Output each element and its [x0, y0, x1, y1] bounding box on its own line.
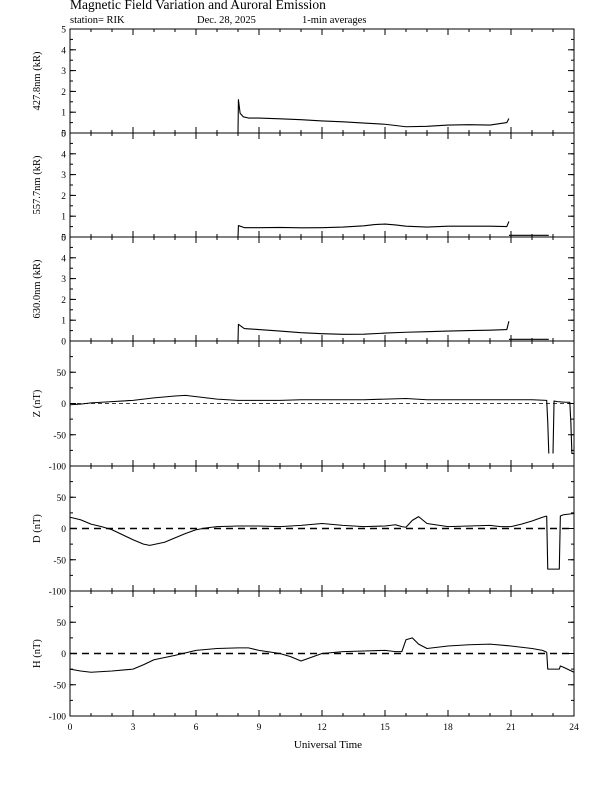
x-axis-label: Universal Time	[294, 739, 362, 751]
panel-557nm: 0 1 2 3 4 5 557.7nm (kR)	[32, 130, 575, 244]
station-label: station= RIK	[70, 15, 125, 26]
x-tick-label: 9	[257, 723, 262, 733]
panel-h: -100 -50 0 50 H (nT)	[32, 590, 575, 723]
y-tick-label: -50	[53, 556, 66, 566]
x-tick-label: 15	[380, 723, 390, 733]
y-tick-label: -100	[49, 463, 67, 473]
y-tick-label: 5	[61, 234, 66, 244]
y-tick-label: -100	[49, 588, 67, 598]
averaging-label: 1-min averages	[302, 15, 366, 26]
series-trace-1	[237, 321, 510, 342]
y-tick-label: 50	[57, 619, 67, 629]
y-axis-label: D (nT)	[32, 514, 43, 543]
x-tick-label: 18	[443, 723, 453, 733]
x-tick-label: 0	[68, 723, 73, 733]
date-label: Dec. 28, 2025	[197, 15, 256, 26]
y-tick-label: -100	[49, 713, 67, 723]
y-axis-label: Z (nT)	[32, 389, 43, 417]
y-tick-label: 2	[61, 88, 66, 98]
y-tick-label: 5	[61, 26, 66, 36]
series-trace-2	[552, 400, 574, 455]
y-tick-label: 3	[61, 171, 66, 181]
y-tick-label: -50	[53, 681, 66, 691]
panel-frame	[69, 236, 575, 342]
y-tick-label: 1	[61, 317, 66, 327]
panel-frame	[69, 28, 575, 134]
y-tick-label: 5	[61, 130, 66, 140]
y-tick-label: -50	[53, 431, 66, 441]
y-tick-label: 1	[61, 213, 66, 223]
y-tick-label: 1	[61, 109, 66, 119]
panel-427nm: 0 1 2 3 4 5 427.8nm (kR)	[32, 26, 575, 140]
panel-d: -100 -50 0 50 D (nT)	[32, 465, 575, 598]
y-tick-label: 4	[61, 46, 66, 56]
x-tick-label: 3	[131, 723, 136, 733]
panel-z: -100 -50 0 50 Z (nT)	[32, 340, 575, 473]
series-trace-1	[237, 99, 510, 134]
series-trace-2	[546, 652, 575, 673]
x-tick-label: 21	[506, 723, 516, 733]
y-tick-label: 50	[57, 369, 67, 379]
y-tick-label: 3	[61, 275, 66, 285]
y-tick-label: 0	[61, 338, 66, 348]
series-trace-2	[546, 512, 575, 570]
y-tick-label: 0	[61, 234, 66, 244]
y-tick-label: 0	[61, 525, 66, 535]
y-axis-label: H (nT)	[32, 639, 43, 668]
y-tick-label: 3	[61, 67, 66, 77]
series-trace-1	[69, 394, 550, 454]
y-tick-label: 4	[61, 254, 66, 264]
x-tick-label: 6	[194, 723, 199, 733]
panel-frame	[69, 132, 575, 238]
y-tick-label: 2	[61, 192, 66, 202]
x-tick-label: 24	[569, 723, 579, 733]
y-tick-label: 0	[61, 130, 66, 140]
y-axis-label: 427.8nm (kR)	[32, 51, 43, 110]
y-tick-label: 0	[61, 400, 66, 410]
series-trace-1	[69, 637, 547, 673]
series-trace-1	[237, 221, 510, 238]
y-axis-label: 630.0nm (kR)	[32, 259, 43, 318]
y-axis-label: 557.7nm (kR)	[32, 155, 43, 214]
series-trace-1	[69, 515, 547, 546]
y-tick-label: 2	[61, 296, 66, 306]
panel-630nm: 0 1 2 3 4 5 630.0nm (kR)	[32, 234, 575, 348]
x-tick-label: 12	[317, 723, 327, 733]
y-tick-label: 50	[57, 494, 67, 504]
y-tick-label: 4	[61, 150, 66, 160]
figure-title: Magnetic Field Variation and Auroral Emi…	[70, 0, 326, 12]
y-tick-label: 0	[61, 650, 66, 660]
